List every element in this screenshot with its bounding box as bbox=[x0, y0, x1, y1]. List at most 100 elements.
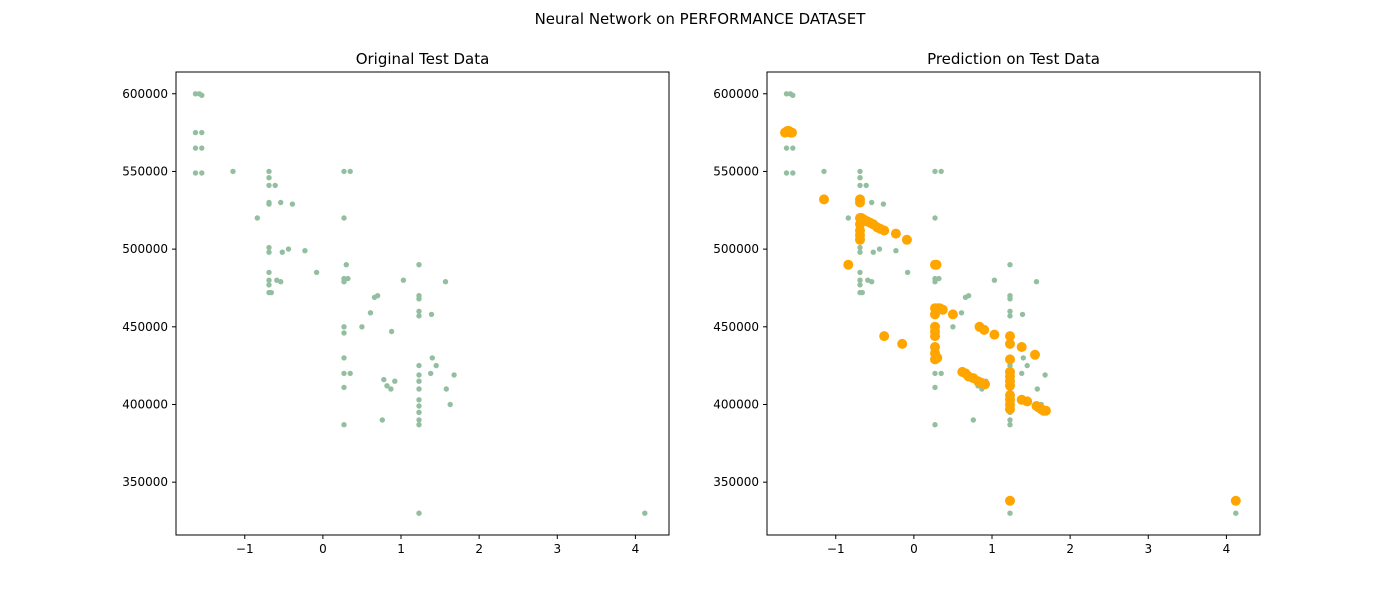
test-data-point bbox=[1007, 510, 1013, 516]
test-data-point bbox=[266, 168, 272, 175]
test-data-point bbox=[1007, 417, 1013, 423]
chart-prediction-on-test-data: Prediction on Test Data −1 0 1 2 3 4 350000 400… bbox=[713, 50, 1261, 556]
x-tick-label: 1 bbox=[397, 542, 405, 556]
y-tick-label: 500000 bbox=[713, 242, 759, 256]
test-data-point bbox=[192, 129, 199, 136]
y-tick-label: 450000 bbox=[122, 320, 168, 334]
test-data-point bbox=[343, 262, 349, 268]
x-tick-label: 3 bbox=[1144, 542, 1152, 556]
test-data-point bbox=[1033, 279, 1040, 285]
test-data-point bbox=[451, 372, 457, 378]
test-data-point bbox=[266, 201, 272, 207]
test-data-point bbox=[199, 129, 205, 136]
test-data-point bbox=[932, 215, 938, 221]
prediction-point bbox=[931, 259, 942, 270]
prediction-point bbox=[930, 331, 940, 342]
y-tick-label: 600000 bbox=[122, 87, 168, 101]
test-data-point bbox=[199, 145, 205, 151]
test-data-point bbox=[400, 277, 407, 283]
x-tick-label: 0 bbox=[910, 542, 918, 556]
test-data-point bbox=[433, 362, 439, 369]
test-data-point bbox=[1020, 355, 1026, 361]
test-data-point bbox=[428, 370, 434, 377]
prediction-point bbox=[787, 127, 797, 138]
test-data-point bbox=[790, 145, 796, 151]
test-data-point bbox=[416, 422, 422, 428]
test-data-point bbox=[199, 170, 205, 176]
prediction-point bbox=[819, 194, 829, 205]
test-data-point bbox=[932, 168, 938, 175]
test-data-point bbox=[1042, 372, 1048, 378]
test-data-point bbox=[192, 91, 199, 97]
test-data-point bbox=[416, 386, 422, 392]
prediction-point bbox=[930, 354, 940, 365]
test-data-point bbox=[857, 244, 863, 251]
test-data-point bbox=[278, 199, 284, 206]
test-data-point bbox=[863, 182, 869, 189]
test-data-point bbox=[893, 248, 899, 254]
test-data-point bbox=[416, 397, 422, 403]
x-tick-label: 2 bbox=[1066, 542, 1074, 556]
test-data-point bbox=[268, 289, 274, 296]
chart-title: Prediction on Test Data bbox=[927, 50, 1100, 68]
test-data-point bbox=[783, 91, 790, 97]
prediction-point bbox=[1005, 380, 1015, 391]
test-data-point bbox=[192, 145, 199, 151]
test-data-point bbox=[443, 386, 449, 392]
test-data-point bbox=[313, 269, 320, 276]
y-tick-label: 350000 bbox=[122, 475, 168, 489]
figure-suptitle: Neural Network on PERFORMANCE DATASET bbox=[535, 10, 867, 28]
y-tick-label: 500000 bbox=[122, 242, 168, 256]
test-data-point bbox=[783, 170, 790, 176]
test-data-point bbox=[266, 269, 272, 276]
test-data-point bbox=[1019, 370, 1025, 377]
test-data-point bbox=[416, 262, 422, 268]
test-data-point bbox=[341, 384, 347, 391]
test-data-point bbox=[1024, 362, 1030, 369]
prediction-point bbox=[1005, 495, 1015, 506]
prediction-point bbox=[897, 338, 908, 349]
test-data-point bbox=[904, 269, 911, 276]
test-data-point bbox=[790, 92, 796, 99]
test-data-point bbox=[429, 355, 435, 361]
x-tick-label: 4 bbox=[1223, 542, 1231, 556]
test-data-point bbox=[1007, 296, 1013, 302]
test-data-point bbox=[932, 384, 938, 391]
test-data-point bbox=[416, 403, 422, 409]
x-tick-label: −1 bbox=[827, 542, 845, 556]
test-data-point bbox=[932, 279, 938, 285]
prediction-point bbox=[1005, 354, 1015, 365]
prediction-point bbox=[1005, 338, 1015, 349]
x-tick-label: −1 bbox=[236, 542, 254, 556]
prediction-point bbox=[1016, 342, 1027, 352]
test-data-point bbox=[857, 168, 863, 175]
test-data-point bbox=[857, 269, 863, 276]
test-data-point bbox=[1034, 386, 1041, 392]
y-tick-label: 450000 bbox=[713, 320, 759, 334]
test-data-point bbox=[869, 199, 875, 206]
prediction-point bbox=[890, 228, 901, 239]
prediction-point bbox=[980, 379, 990, 390]
prediction-point bbox=[855, 197, 865, 208]
test-data-point bbox=[970, 417, 976, 423]
test-data-point bbox=[1007, 362, 1013, 369]
prediction-point bbox=[937, 304, 948, 315]
test-data-point bbox=[285, 246, 292, 252]
test-data-point bbox=[790, 170, 796, 176]
prediction-point bbox=[901, 234, 912, 245]
test-data-point bbox=[1007, 422, 1013, 428]
test-data-point bbox=[278, 279, 284, 285]
prediction-point bbox=[1040, 405, 1051, 416]
test-data-point bbox=[388, 328, 395, 335]
test-data-point bbox=[1019, 311, 1026, 318]
y-tick-label: 350000 bbox=[713, 475, 759, 489]
test-data-point bbox=[416, 510, 422, 516]
test-data-point bbox=[416, 308, 422, 314]
test-data-point bbox=[199, 92, 205, 99]
test-data-point bbox=[359, 324, 365, 330]
test-data-point bbox=[347, 168, 353, 175]
test-data-point bbox=[266, 277, 272, 283]
prediction-point bbox=[855, 234, 865, 245]
test-data-point bbox=[341, 168, 347, 175]
test-data-point bbox=[416, 409, 422, 415]
